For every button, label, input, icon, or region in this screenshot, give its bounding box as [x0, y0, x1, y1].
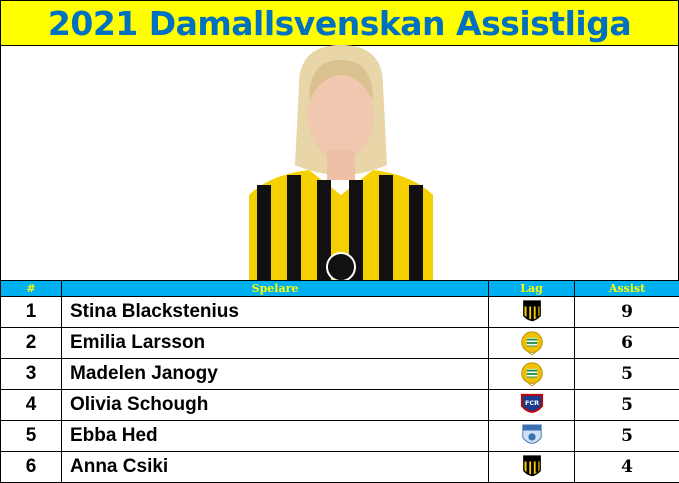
player-name: Madelen Janogy	[62, 359, 489, 390]
table-row: 2 Emilia Larsson 6	[1, 328, 679, 359]
rank-cell: 4	[1, 390, 62, 421]
player-photo-image	[249, 45, 433, 280]
table-row: 5 Ebba Hed 5	[1, 421, 679, 452]
vaxjo-logo	[521, 423, 543, 449]
assists-cell: 6	[575, 328, 679, 359]
rank-cell: 2	[1, 328, 62, 359]
assist-table: # Spelare Lag Assist 1 Stina Blacksteniu…	[0, 280, 679, 483]
rank-cell: 1	[1, 297, 62, 328]
table-header: # Spelare Lag Assist	[1, 281, 679, 297]
col-player: Spelare	[62, 281, 489, 297]
player-name: Olivia Schough	[62, 390, 489, 421]
table-row: 1 Stina Blackstenius 9	[1, 297, 679, 328]
hacken-logo	[522, 454, 542, 480]
table-row: 6 Anna Csiki 4	[1, 452, 679, 483]
col-team: Lag	[489, 281, 575, 297]
player-name: Anna Csiki	[62, 452, 489, 483]
fc-rosengard-logo: FCR	[520, 392, 544, 418]
svg-text:FCR: FCR	[524, 399, 538, 407]
team-cell	[489, 421, 575, 452]
assists-cell: 4	[575, 452, 679, 483]
hammarby-logo	[520, 361, 544, 387]
team-cell	[489, 452, 575, 483]
team-cell: FCR	[489, 390, 575, 421]
rank-cell: 5	[1, 421, 62, 452]
rank-cell: 6	[1, 452, 62, 483]
assists-cell: 5	[575, 359, 679, 390]
player-name: Stina Blackstenius	[62, 297, 489, 328]
hammarby-logo	[520, 330, 544, 356]
col-rank: #	[1, 281, 62, 297]
player-name: Ebba Hed	[62, 421, 489, 452]
rank-cell: 3	[1, 359, 62, 390]
team-cell	[489, 297, 575, 328]
player-photo	[0, 45, 679, 280]
table-row: 4 Olivia Schough FCR 5	[1, 390, 679, 421]
team-cell	[489, 359, 575, 390]
hacken-logo	[522, 299, 542, 325]
assists-cell: 9	[575, 297, 679, 328]
col-assists: Assist	[575, 281, 679, 297]
table-row: 3 Madelen Janogy 5	[1, 359, 679, 390]
player-name: Emilia Larsson	[62, 328, 489, 359]
page-title: 2021 Damallsvenskan Assistliga	[0, 0, 679, 46]
assists-cell: 5	[575, 390, 679, 421]
team-cell	[489, 328, 575, 359]
assists-cell: 5	[575, 421, 679, 452]
